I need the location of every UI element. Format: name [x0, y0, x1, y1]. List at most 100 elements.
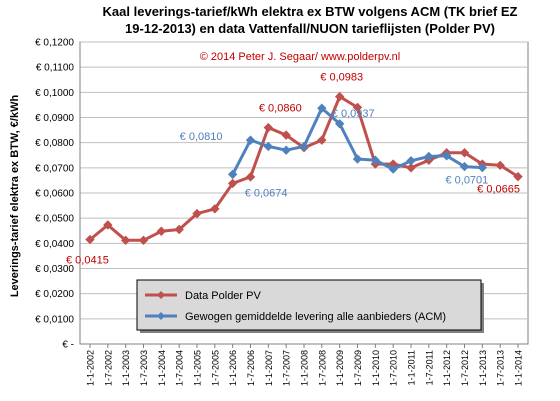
- data-label: € 0,0665: [477, 184, 520, 196]
- data-point-marker: [210, 204, 220, 214]
- data-point-marker: [192, 208, 202, 219]
- data-point-marker: [227, 169, 238, 180]
- data-point-marker: [441, 151, 452, 161]
- data-point-marker: [174, 224, 184, 235]
- x-tick-label: 1-7-2013: [496, 350, 506, 386]
- data-point-marker: [245, 172, 256, 182]
- data-point-marker: [299, 141, 309, 152]
- data-point-marker: [317, 103, 327, 113]
- data-point-marker: [406, 156, 416, 166]
- x-tick-label: 1-1-2012: [442, 350, 452, 386]
- x-tick-label: 1-7-2007: [282, 350, 292, 386]
- data-point-marker: [263, 122, 274, 133]
- x-tick-label: 1-1-2002: [86, 350, 96, 386]
- copyright-notice: © 2014 Peter J. Segaar/ www.polderpv.nl: [200, 51, 401, 63]
- x-tick-label: 1-1-2010: [371, 350, 381, 386]
- legend-item: Data Polder PV: [145, 290, 261, 302]
- data-series: [85, 91, 523, 246]
- y-tick-label: € 0,0900: [35, 113, 74, 124]
- legend-box: [136, 279, 482, 331]
- x-tick-label: 1-1-2011: [407, 350, 417, 385]
- data-point-marker: [263, 141, 274, 152]
- y-tick-label: € -: [62, 340, 74, 351]
- chart-title-line-2: 19-12-2013) en data Vattenfall/NUON tari…: [125, 21, 495, 36]
- data-label: € 0,0415: [66, 255, 109, 267]
- x-tick-label: 1-1-2007: [264, 350, 274, 386]
- data-point-marker: [281, 130, 291, 140]
- legend: Data Polder PV Gewogen gemiddelde leverin…: [136, 279, 484, 333]
- x-tick-label: 1-7-2009: [353, 350, 363, 386]
- data-point-marker: [459, 161, 470, 172]
- data-point-marker: [352, 102, 363, 113]
- y-tick-label: € 0,0400: [35, 239, 74, 250]
- legend-swatch-marker: [157, 291, 165, 299]
- data-point-marker: [85, 234, 95, 245]
- y-tick-label: € 0,0600: [35, 189, 74, 200]
- data-point-marker: [388, 164, 398, 174]
- legend-swatch-marker: [157, 312, 165, 320]
- x-tick-label: 1-1-2004: [157, 350, 167, 386]
- x-tick-label: 1-7-2010: [389, 350, 399, 386]
- x-tick-label: 1-1-2006: [228, 350, 238, 386]
- x-tick-label: 1-1-2013: [478, 350, 488, 386]
- x-tick-label: 1-7-2005: [210, 350, 220, 386]
- y-tick-label: € 0,0100: [35, 314, 74, 325]
- x-tick-label: 1-1-2003: [121, 350, 131, 386]
- y-axis-tick-labels: € - € 0,0100 € 0,0200 € 0,0300 € 0,0400 € 0,0…: [35, 38, 74, 351]
- series-2: [227, 103, 488, 180]
- y-tick-label: € 0,0700: [35, 163, 74, 174]
- y-tick-label: € 0,1100: [36, 63, 75, 74]
- data-point-marker: [334, 119, 345, 129]
- x-tick-label: 1-7-2006: [246, 350, 256, 386]
- data-point-marker: [120, 235, 131, 246]
- x-tick-label: 1-7-2012: [460, 350, 470, 386]
- data-point-marker: [477, 162, 488, 173]
- legend-label: Data Polder PV: [185, 290, 261, 302]
- x-axis-tick-labels: 1-1-2002 1-7-2002 1-1-2003 1-7-2003 1-1-2004…: [86, 350, 524, 386]
- y-axis-label: Leverings-tarief elektra ex BTW, €/kWh: [9, 95, 21, 298]
- data-point-marker: [103, 220, 113, 230]
- data-point-marker: [334, 91, 345, 102]
- data-point-marker: [227, 178, 238, 189]
- data-point-marker: [352, 154, 363, 164]
- x-tick-label: 1-1-2009: [335, 350, 345, 386]
- y-tick-label: € 0,1000: [35, 88, 74, 99]
- data-point-marker: [513, 171, 523, 182]
- chart-title: Kaal leverings-tarief/kWh elektra ex BTW…: [103, 4, 518, 36]
- data-label: € 0,0860: [259, 103, 302, 115]
- axes: [79, 42, 528, 348]
- x-tick-label: 1-7-2004: [175, 350, 185, 386]
- data-label: € 0,0810: [180, 131, 223, 143]
- x-tick-label: 1-1-2014: [514, 350, 524, 386]
- x-tick-label: 1-7-2002: [103, 350, 113, 386]
- data-point-marker: [156, 226, 167, 236]
- x-tick-label: 1-7-2008: [317, 350, 327, 386]
- chart-title-line-1: Kaal leverings-tarief/kWh elektra ex BTW…: [103, 4, 518, 19]
- data-point-marker: [317, 135, 327, 145]
- data-point-marker: [370, 155, 381, 165]
- legend-label: Gewogen gemiddelde levering alle aanbied…: [185, 311, 446, 323]
- y-tick-label: € 0,1200: [35, 38, 74, 49]
- y-tick-label: € 0,0200: [35, 289, 74, 300]
- data-point-marker: [281, 145, 291, 155]
- legend-item: Gewogen gemiddelde levering alle aanbied…: [145, 311, 446, 323]
- y-tick-label: € 0,0500: [35, 214, 74, 225]
- data-label: € 0,0674: [245, 187, 288, 199]
- data-label: € 0,0937: [332, 108, 375, 120]
- data-point-marker: [459, 148, 470, 158]
- data-annotations: € 0,0415 € 0,0860 € 0,0983 € 0,0665 € 0,0810…: [66, 72, 520, 267]
- y-tick-label: € 0,0300: [35, 264, 74, 275]
- data-label: € 0,0701: [445, 175, 488, 187]
- x-tick-label: 1-1-2008: [300, 350, 310, 386]
- data-point-marker: [245, 135, 256, 145]
- x-tick-label: 1-7-2011: [424, 350, 434, 385]
- x-tick-label: 1-1-2005: [193, 350, 203, 386]
- data-label: € 0,0983: [320, 72, 363, 84]
- data-point-marker: [495, 160, 505, 171]
- data-point-marker: [424, 151, 434, 162]
- data-point-marker: [406, 163, 416, 173]
- data-point-marker: [138, 235, 149, 246]
- y-tick-label: € 0,0800: [35, 138, 74, 149]
